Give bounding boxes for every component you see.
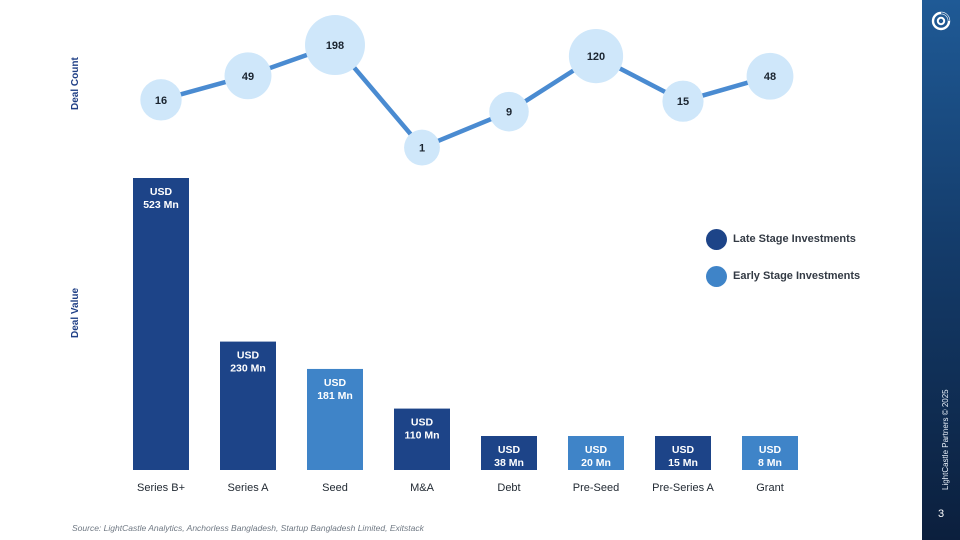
legend-item-late-stage: Late Stage Investments — [706, 228, 860, 250]
category-label: Debt — [497, 482, 520, 494]
chart-legend: Late Stage Investments Early Stage Inves… — [706, 228, 860, 302]
bar-value-label: 230 Mn — [230, 363, 266, 375]
sidebar-band — [922, 0, 960, 540]
deal-value-axis-title: Deal Value — [70, 287, 81, 338]
copyright-credit: LightCastle Partners © 2025 — [941, 389, 950, 490]
bar-value-label: 38 Mn — [494, 457, 524, 469]
bar-value-label: USD — [237, 350, 260, 362]
bar-1 — [220, 341, 276, 470]
deal-count-bubble-7 — [746, 52, 794, 100]
deal-count-label: 16 — [155, 95, 167, 107]
legend-label-late-stage: Late Stage Investments — [733, 233, 856, 245]
legend-swatch-late-stage — [706, 228, 727, 250]
deal-count-bubble-2 — [305, 15, 365, 75]
deal-count-bubble-6 — [662, 80, 704, 122]
deal-count-label: 9 — [506, 107, 512, 119]
deal-count-label: 15 — [677, 96, 689, 108]
bar-0 — [133, 178, 189, 470]
bar-value-label: USD — [498, 444, 521, 456]
bar-value-label: 15 Mn — [668, 457, 698, 469]
deal-count-bubble-5 — [568, 28, 624, 84]
bar-value-label: 181 Mn — [317, 390, 353, 402]
bar-value-label: 20 Mn — [581, 457, 611, 469]
deal-count-label: 1 — [419, 143, 425, 155]
category-label: Pre-Series A — [652, 482, 714, 494]
deal-count-bubble-4 — [489, 91, 529, 132]
deal-count-label: 198 — [326, 40, 344, 52]
bar-6 — [655, 436, 711, 470]
deal-count-bubble-0 — [140, 79, 182, 121]
bar-value-label: 110 Mn — [404, 430, 439, 442]
circle-swirl-icon — [931, 11, 951, 31]
category-label: Seed — [322, 482, 348, 494]
bar-value-label: USD — [585, 444, 608, 456]
category-label: Grant — [756, 482, 784, 494]
legend-item-early-stage: Early Stage Investments — [706, 265, 860, 287]
bar-value-label: USD — [672, 444, 695, 456]
bar-2 — [307, 368, 363, 470]
bar-3 — [394, 408, 450, 470]
category-label: Series B+ — [137, 482, 185, 494]
deal-count-label: 48 — [764, 71, 776, 83]
deal-count-bubble-1 — [224, 52, 272, 100]
deal-count-bubble-3 — [404, 129, 440, 166]
deal-count-label: 120 — [587, 51, 605, 63]
category-label: Pre-Seed — [573, 482, 619, 494]
bar-7 — [742, 436, 798, 470]
bar-value-label: USD — [759, 444, 782, 456]
deal-count-label: 49 — [242, 71, 254, 83]
bar-value-label: USD — [324, 377, 347, 389]
category-label: M&A — [410, 482, 435, 494]
legend-label-early-stage: Early Stage Investments — [733, 270, 861, 282]
bar-value-label: 8 Mn — [758, 457, 782, 469]
bar-value-label: USD — [150, 186, 173, 198]
page-number: 3 — [937, 508, 945, 520]
bar-4 — [481, 436, 537, 470]
category-label: Series A — [228, 482, 270, 494]
bar-5 — [568, 436, 624, 470]
bar-value-label: 523 Mn — [143, 199, 179, 211]
deal-count-axis-title: Deal Count — [70, 57, 81, 110]
legend-swatch-early-stage — [706, 265, 727, 287]
source-note: Source: LightCastle Analytics, Anchorles… — [72, 523, 424, 533]
bar-value-label: USD — [411, 417, 434, 429]
